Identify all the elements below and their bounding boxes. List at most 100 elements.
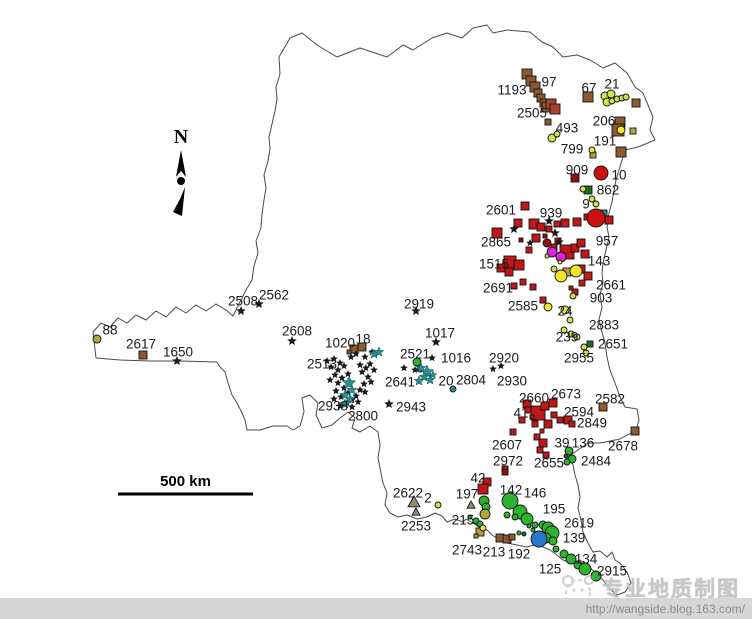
sample-marker-star[interactable] bbox=[356, 386, 364, 394]
sample-marker-star[interactable] bbox=[332, 387, 340, 395]
sample-marker-square[interactable] bbox=[568, 420, 576, 428]
sample-marker-square[interactable] bbox=[509, 428, 517, 436]
sample-marker-star[interactable] bbox=[352, 350, 360, 358]
sample-marker-star[interactable] bbox=[358, 368, 366, 376]
sample-marker-star[interactable] bbox=[366, 360, 374, 368]
sample-marker-triangle[interactable] bbox=[466, 500, 476, 509]
sample-marker-star[interactable] bbox=[344, 370, 352, 378]
sample-marker-square[interactable] bbox=[491, 227, 503, 239]
sample-marker-square[interactable] bbox=[544, 118, 552, 126]
sample-marker-circle[interactable] bbox=[569, 292, 577, 300]
sample-marker-star[interactable] bbox=[346, 384, 358, 395]
sample-marker-star[interactable] bbox=[336, 359, 344, 367]
sample-marker-star[interactable] bbox=[340, 384, 348, 392]
sample-marker-square[interactable] bbox=[518, 416, 526, 424]
sample-marker-circle[interactable] bbox=[546, 246, 558, 258]
sample-marker-square[interactable] bbox=[536, 222, 546, 232]
sample-marker-square[interactable] bbox=[583, 271, 593, 281]
sample-marker-square[interactable] bbox=[568, 285, 574, 291]
sample-marker-square[interactable] bbox=[536, 446, 544, 454]
sample-marker-square[interactable] bbox=[542, 233, 548, 239]
sample-marker-square[interactable] bbox=[533, 433, 541, 441]
sample-marker-circle[interactable] bbox=[412, 357, 422, 367]
sample-marker-circle[interactable] bbox=[560, 305, 570, 315]
sample-marker-star[interactable] bbox=[254, 299, 264, 308]
sample-marker-square[interactable] bbox=[582, 91, 594, 103]
sample-marker-star[interactable] bbox=[497, 362, 505, 370]
sample-marker-square[interactable] bbox=[518, 237, 524, 243]
sample-marker-circle[interactable] bbox=[511, 513, 519, 521]
sample-marker-circle[interactable] bbox=[501, 492, 519, 510]
sample-marker-star[interactable] bbox=[336, 402, 344, 410]
sample-marker-square[interactable] bbox=[615, 146, 627, 158]
sample-marker-square[interactable] bbox=[549, 103, 561, 115]
sample-marker-star[interactable] bbox=[331, 371, 339, 379]
sample-marker-circle[interactable] bbox=[530, 530, 548, 548]
sample-marker-star[interactable] bbox=[384, 399, 394, 408]
sample-marker-star[interactable] bbox=[326, 376, 334, 384]
sample-marker-square[interactable] bbox=[529, 283, 537, 291]
sample-marker-star[interactable] bbox=[554, 237, 564, 246]
sample-marker-circle[interactable] bbox=[550, 265, 558, 273]
sample-marker-star[interactable] bbox=[327, 363, 335, 371]
sample-marker-square[interactable] bbox=[570, 173, 580, 183]
sample-marker-square[interactable] bbox=[510, 282, 518, 290]
sample-marker-circle[interactable] bbox=[479, 508, 491, 520]
sample-marker-circle[interactable] bbox=[516, 530, 522, 536]
sample-marker-square[interactable] bbox=[556, 416, 564, 424]
sample-marker-star[interactable] bbox=[370, 366, 378, 374]
sample-marker-circle[interactable] bbox=[526, 523, 532, 529]
sample-marker-square[interactable] bbox=[519, 278, 527, 286]
sample-marker-square[interactable] bbox=[542, 451, 550, 459]
sample-marker-star[interactable] bbox=[361, 388, 369, 396]
sample-marker-triangle[interactable] bbox=[411, 507, 421, 516]
sample-marker-square[interactable] bbox=[572, 217, 582, 227]
sample-marker-star[interactable] bbox=[360, 380, 368, 388]
sample-marker-circle[interactable] bbox=[566, 316, 574, 324]
sample-marker-star[interactable] bbox=[431, 337, 441, 346]
sample-marker-star[interactable] bbox=[356, 361, 364, 369]
sample-marker-square[interactable] bbox=[548, 398, 558, 408]
sample-marker-star[interactable] bbox=[348, 403, 356, 411]
sample-marker-star[interactable] bbox=[526, 239, 534, 247]
sample-marker-circle[interactable] bbox=[588, 195, 596, 203]
sample-marker-circle[interactable] bbox=[554, 269, 568, 283]
sample-marker-star[interactable] bbox=[361, 353, 369, 361]
sample-marker-circle[interactable] bbox=[616, 125, 626, 135]
sample-marker-square[interactable] bbox=[531, 233, 541, 243]
sample-marker-star[interactable] bbox=[330, 355, 338, 363]
sample-marker-circle[interactable] bbox=[560, 326, 568, 334]
sample-marker-circle[interactable] bbox=[579, 185, 587, 193]
sample-marker-square[interactable] bbox=[513, 218, 523, 228]
sample-marker-circle[interactable] bbox=[565, 553, 577, 565]
sample-marker-square[interactable] bbox=[357, 342, 367, 352]
sample-marker-star[interactable] bbox=[509, 224, 519, 233]
sample-marker-star[interactable] bbox=[489, 365, 497, 373]
sample-marker-circle[interactable] bbox=[567, 330, 575, 338]
sample-marker-star[interactable] bbox=[354, 398, 362, 406]
sample-marker-square[interactable] bbox=[477, 483, 489, 495]
sample-marker-square[interactable] bbox=[576, 238, 586, 248]
sample-marker-square[interactable] bbox=[560, 218, 570, 228]
sample-marker-square[interactable] bbox=[513, 259, 525, 271]
sample-marker-circle[interactable] bbox=[580, 343, 588, 351]
sample-marker-circle[interactable] bbox=[564, 446, 574, 456]
sample-marker-star[interactable] bbox=[367, 378, 375, 386]
sample-marker-square[interactable] bbox=[631, 98, 641, 108]
sample-marker-square[interactable] bbox=[550, 411, 558, 419]
sample-marker-square[interactable] bbox=[578, 279, 586, 287]
sample-marker-square[interactable] bbox=[580, 249, 590, 259]
sample-marker-circle[interactable] bbox=[552, 545, 560, 553]
sample-marker-star[interactable] bbox=[287, 336, 297, 345]
sample-marker-square[interactable] bbox=[630, 426, 640, 436]
sample-marker-circle[interactable] bbox=[559, 549, 569, 559]
sample-marker-star[interactable] bbox=[544, 216, 554, 225]
sample-marker-circle[interactable] bbox=[92, 334, 102, 344]
sample-marker-square[interactable] bbox=[629, 127, 637, 135]
sample-marker-star[interactable] bbox=[411, 306, 421, 315]
sample-marker-square[interactable] bbox=[138, 350, 148, 360]
sample-marker-star[interactable] bbox=[400, 364, 408, 372]
sample-marker-circle[interactable] bbox=[543, 302, 553, 312]
sample-marker-circle[interactable] bbox=[434, 501, 442, 509]
sample-marker-star[interactable] bbox=[373, 346, 385, 357]
